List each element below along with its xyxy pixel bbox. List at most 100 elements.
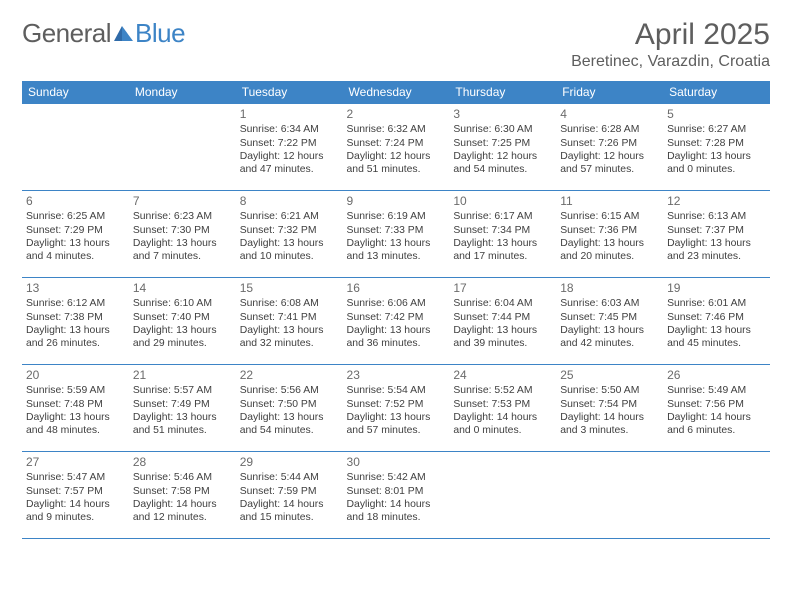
day-cell: 8Sunrise: 6:21 AMSunset: 7:32 PMDaylight… [236, 191, 343, 278]
day-number: 2 [347, 107, 446, 122]
day-number: 25 [560, 368, 659, 383]
day-cell: 3Sunrise: 6:30 AMSunset: 7:25 PMDaylight… [449, 104, 556, 191]
sunrise-text: Sunrise: 6:10 AM [133, 297, 232, 310]
sunset-text: Sunset: 7:40 PM [133, 311, 232, 324]
day-cell: 1Sunrise: 6:34 AMSunset: 7:22 PMDaylight… [236, 104, 343, 191]
sunset-text: Sunset: 7:26 PM [560, 137, 659, 150]
day-number: 24 [453, 368, 552, 383]
sunset-text: Sunset: 7:56 PM [667, 398, 766, 411]
sunrise-text: Sunrise: 6:01 AM [667, 297, 766, 310]
sunrise-text: Sunrise: 5:56 AM [240, 384, 339, 397]
day-cell: 12Sunrise: 6:13 AMSunset: 7:37 PMDayligh… [663, 191, 770, 278]
sunset-text: Sunset: 7:36 PM [560, 224, 659, 237]
sunset-text: Sunset: 7:29 PM [26, 224, 125, 237]
daylight-text: Daylight: 13 hours and 57 minutes. [347, 411, 446, 438]
sunrise-text: Sunrise: 5:46 AM [133, 471, 232, 484]
day-cell: 14Sunrise: 6:10 AMSunset: 7:40 PMDayligh… [129, 278, 236, 365]
logo-text-blue: Blue [135, 18, 185, 49]
day-number: 18 [560, 281, 659, 296]
sunset-text: Sunset: 7:58 PM [133, 485, 232, 498]
day-cell: 30Sunrise: 5:42 AMSunset: 8:01 PMDayligh… [343, 452, 450, 539]
day-number: 10 [453, 194, 552, 209]
sunset-text: Sunset: 7:46 PM [667, 311, 766, 324]
day-number: 9 [347, 194, 446, 209]
daylight-text: Daylight: 13 hours and 39 minutes. [453, 324, 552, 351]
day-cell: 25Sunrise: 5:50 AMSunset: 7:54 PMDayligh… [556, 365, 663, 452]
daylight-text: Daylight: 13 hours and 42 minutes. [560, 324, 659, 351]
day-number: 20 [26, 368, 125, 383]
day-cell: 28Sunrise: 5:46 AMSunset: 7:58 PMDayligh… [129, 452, 236, 539]
day-number: 11 [560, 194, 659, 209]
daylight-text: Daylight: 14 hours and 0 minutes. [453, 411, 552, 438]
daylight-text: Daylight: 13 hours and 45 minutes. [667, 324, 766, 351]
day-cell: 2Sunrise: 6:32 AMSunset: 7:24 PMDaylight… [343, 104, 450, 191]
sunrise-text: Sunrise: 5:59 AM [26, 384, 125, 397]
sunset-text: Sunset: 7:34 PM [453, 224, 552, 237]
sunset-text: Sunset: 7:49 PM [133, 398, 232, 411]
week-row: 20Sunrise: 5:59 AMSunset: 7:48 PM Dayligh… [22, 365, 770, 452]
day-cell: 15Sunrise: 6:08 AMSunset: 7:41 PMDayligh… [236, 278, 343, 365]
day-cell: 11Sunrise: 6:15 AMSunset: 7:36 PMDayligh… [556, 191, 663, 278]
daylight-text: Daylight: 12 hours and 47 minutes. [240, 150, 339, 177]
sunset-text: Sunset: 7:24 PM [347, 137, 446, 150]
sunset-text: Sunset: 7:45 PM [560, 311, 659, 324]
sunset-text: Sunset: 7:44 PM [453, 311, 552, 324]
day-number: 5 [667, 107, 766, 122]
sunrise-text: Sunrise: 6:32 AM [347, 123, 446, 136]
day-number: 6 [26, 194, 125, 209]
sunrise-text: Sunrise: 5:54 AM [347, 384, 446, 397]
sunset-text: Sunset: 7:59 PM [240, 485, 339, 498]
day-number: 14 [133, 281, 232, 296]
daylight-text: Daylight: 13 hours and 32 minutes. [240, 324, 339, 351]
daylight-text: Daylight: 14 hours and 12 minutes. [133, 498, 232, 525]
day-number: 4 [560, 107, 659, 122]
day-number: 16 [347, 281, 446, 296]
day-header: Friday [556, 81, 663, 104]
sunset-text: Sunset: 7:22 PM [240, 137, 339, 150]
day-number: 15 [240, 281, 339, 296]
day-number: 27 [26, 455, 125, 470]
daylight-text: Daylight: 13 hours and 20 minutes. [560, 237, 659, 264]
sunset-text: Sunset: 7:53 PM [453, 398, 552, 411]
daylight-text: Daylight: 12 hours and 51 minutes. [347, 150, 446, 177]
sunrise-text: Sunrise: 6:27 AM [667, 123, 766, 136]
daylight-text: Daylight: 13 hours and 4 minutes. [26, 237, 125, 264]
daylight-text: Daylight: 13 hours and 36 minutes. [347, 324, 446, 351]
sunrise-text: Sunrise: 5:52 AM [453, 384, 552, 397]
week-row: 1Sunrise: 6:34 AMSunset: 7:22 PMDaylight… [22, 104, 770, 191]
sunrise-text: Sunrise: 6:13 AM [667, 210, 766, 223]
day-number: 22 [240, 368, 339, 383]
sunrise-text: Sunrise: 6:28 AM [560, 123, 659, 136]
daylight-text: Daylight: 14 hours and 6 minutes. [667, 411, 766, 438]
calendar-head: SundayMondayTuesdayWednesdayThursdayFrid… [22, 81, 770, 104]
day-number: 7 [133, 194, 232, 209]
sunset-text: Sunset: 7:37 PM [667, 224, 766, 237]
sunrise-text: Sunrise: 6:06 AM [347, 297, 446, 310]
sunset-text: Sunset: 7:33 PM [347, 224, 446, 237]
day-header: Sunday [22, 81, 129, 104]
sunset-text: Sunset: 7:25 PM [453, 137, 552, 150]
day-number: 8 [240, 194, 339, 209]
sunrise-text: Sunrise: 6:19 AM [347, 210, 446, 223]
daylight-text: Daylight: 14 hours and 9 minutes. [26, 498, 125, 525]
page: General Blue April 2025 Beretinec, Varaz… [0, 0, 792, 551]
daylight-text: Daylight: 13 hours and 10 minutes. [240, 237, 339, 264]
sunrise-text: Sunrise: 5:49 AM [667, 384, 766, 397]
week-row: 6Sunrise: 6:25 AMSunset: 7:29 PMDaylight… [22, 191, 770, 278]
logo-text-general: General [22, 18, 111, 49]
daylight-text: Daylight: 13 hours and 51 minutes. [133, 411, 232, 438]
sunset-text: Sunset: 7:52 PM [347, 398, 446, 411]
sunset-text: Sunset: 7:48 PM [26, 398, 125, 411]
logo-icon [113, 18, 135, 49]
day-cell: 6Sunrise: 6:25 AMSunset: 7:29 PMDaylight… [22, 191, 129, 278]
day-cell [663, 452, 770, 539]
day-header: Monday [129, 81, 236, 104]
sunrise-text: Sunrise: 6:15 AM [560, 210, 659, 223]
day-cell: 18Sunrise: 6:03 AMSunset: 7:45 PMDayligh… [556, 278, 663, 365]
daylight-text: Daylight: 13 hours and 26 minutes. [26, 324, 125, 351]
calendar-body: 1Sunrise: 6:34 AMSunset: 7:22 PMDaylight… [22, 104, 770, 539]
day-cell: 27Sunrise: 5:47 AMSunset: 7:57 PMDayligh… [22, 452, 129, 539]
day-header: Thursday [449, 81, 556, 104]
sunrise-text: Sunrise: 6:25 AM [26, 210, 125, 223]
daylight-text: Daylight: 13 hours and 29 minutes. [133, 324, 232, 351]
